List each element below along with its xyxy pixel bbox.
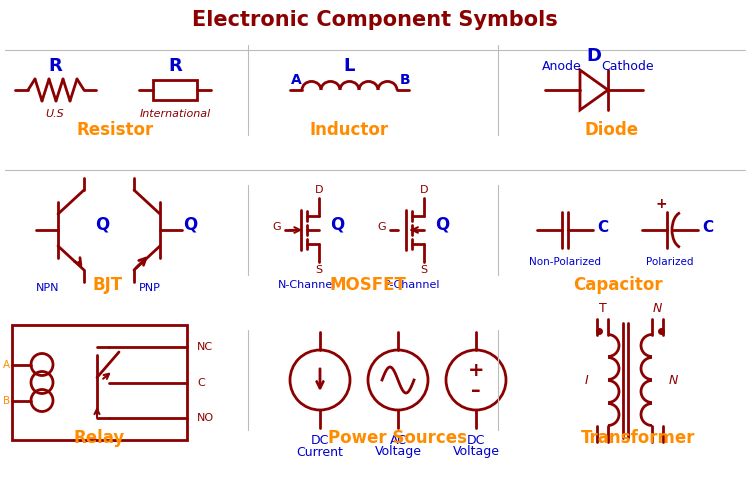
- Text: Inductor: Inductor: [310, 121, 389, 139]
- Text: Transformer: Transformer: [580, 429, 695, 447]
- Text: R: R: [48, 57, 62, 75]
- Text: N: N: [652, 302, 662, 315]
- Text: Voltage: Voltage: [452, 446, 500, 458]
- Text: MOSFET: MOSFET: [329, 276, 406, 294]
- Text: S: S: [421, 265, 428, 275]
- Text: S: S: [316, 265, 322, 275]
- Text: A: A: [291, 73, 302, 87]
- Text: L: L: [344, 57, 355, 75]
- Text: Q: Q: [183, 216, 197, 234]
- Text: NC: NC: [197, 342, 213, 352]
- Text: Resistor: Resistor: [76, 121, 154, 139]
- Text: Capacitor: Capacitor: [573, 276, 663, 294]
- Text: BJT: BJT: [93, 276, 123, 294]
- Text: T: T: [598, 302, 606, 315]
- Text: Current: Current: [296, 446, 344, 458]
- Text: DC: DC: [466, 434, 485, 446]
- Text: C: C: [598, 220, 608, 234]
- Text: Q: Q: [94, 216, 110, 234]
- Text: +: +: [656, 197, 667, 211]
- Text: C: C: [703, 220, 713, 234]
- Text: DC: DC: [310, 434, 329, 446]
- Text: N-Channel: N-Channel: [278, 280, 336, 290]
- Text: –: –: [471, 380, 481, 400]
- Text: P-Channel: P-Channel: [384, 280, 440, 290]
- Text: B: B: [400, 73, 410, 87]
- Text: PNP: PNP: [139, 283, 161, 293]
- Text: Relay: Relay: [74, 429, 125, 447]
- Text: Power Sources: Power Sources: [328, 429, 467, 447]
- Text: AC: AC: [389, 434, 406, 446]
- Text: Cathode: Cathode: [602, 60, 654, 72]
- Text: Non-Polarized: Non-Polarized: [529, 257, 601, 267]
- Text: +: +: [468, 360, 484, 380]
- Text: I: I: [585, 374, 589, 386]
- Text: Anode: Anode: [542, 60, 582, 72]
- Text: Voltage: Voltage: [374, 446, 422, 458]
- Text: Coil A: Coil A: [0, 360, 10, 370]
- Text: C: C: [197, 378, 205, 388]
- Text: Coil B: Coil B: [0, 396, 10, 406]
- Text: Diode: Diode: [585, 121, 639, 139]
- Bar: [12, 325, 187, 440]
- Bar: [153, 80, 197, 100]
- Text: D: D: [315, 185, 323, 195]
- Text: Q: Q: [330, 216, 344, 234]
- Text: International: International: [140, 109, 211, 119]
- Text: Polarized: Polarized: [646, 257, 694, 267]
- Text: Q: Q: [435, 216, 449, 234]
- Text: Electronic Component Symbols: Electronic Component Symbols: [192, 10, 558, 30]
- Text: N: N: [668, 374, 678, 386]
- Text: G: G: [378, 222, 386, 232]
- Text: NPN: NPN: [36, 283, 60, 293]
- Text: R: R: [168, 57, 182, 75]
- Text: D: D: [586, 47, 602, 65]
- Text: G: G: [273, 222, 281, 232]
- Text: NO: NO: [197, 413, 214, 423]
- Text: U.S: U.S: [46, 109, 64, 119]
- Text: D: D: [420, 185, 428, 195]
